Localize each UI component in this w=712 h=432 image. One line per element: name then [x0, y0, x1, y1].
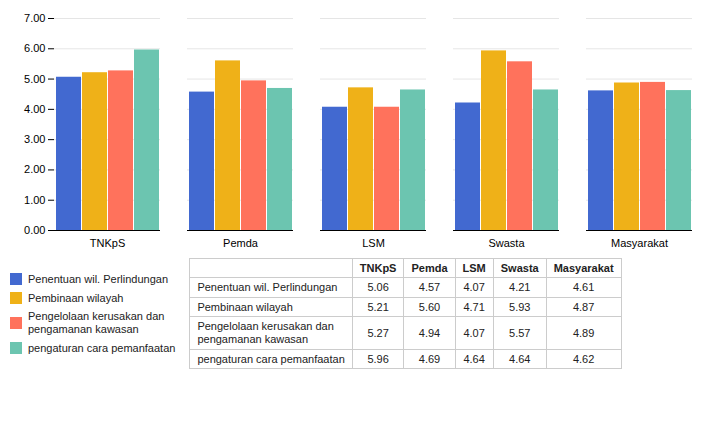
html-text:4.61: 4.61	[572, 281, 595, 294]
html-text:TNKpS: TNKpS	[359, 262, 397, 274]
html-text:Pengelolaan kerusakan dan peng: Pengelolaan kerusakan dan pengamanan kaw…	[28, 310, 165, 335]
html-text:Swasta: Swasta	[500, 262, 539, 274]
html-text:Pengelolaan kerusakan dan peng: Pengelolaan kerusakan dan pengamanan kaw…	[197, 320, 334, 345]
html-text:pengaturan cara pemanfaatan: pengaturan cara pemanfaatan	[28, 341, 176, 354]
html-text:4.89: 4.89	[572, 326, 595, 339]
html-text:4.07: 4.07	[463, 326, 485, 339]
html-text:Penentuan wil. Perlindungan: Penentuan wil. Perlindungan	[28, 273, 168, 285]
svg-text:Swasta: Swasta	[488, 237, 525, 249]
html-text:4.62: 4.62	[572, 352, 595, 365]
svg-text:6.00: 6.00	[24, 42, 45, 54]
html-text:5.06: 5.06	[367, 281, 389, 294]
html-text:5.96: 5.96	[367, 352, 389, 365]
svg-text:0.00: 0.00	[24, 224, 45, 236]
svg-text:2.00: 2.00	[24, 163, 45, 175]
svg-text:Masyarakat: Masyarakat	[611, 237, 668, 249]
html-text:4.71: 4.71	[463, 301, 485, 313]
html-text:5.93: 5.93	[509, 301, 531, 313]
html-text:4.94: 4.94	[418, 326, 441, 339]
html-text:4.64: 4.64	[463, 352, 485, 365]
svg-text:Pemda: Pemda	[223, 237, 259, 249]
html-text:Pembinaan wilayah: Pembinaan wilayah	[197, 300, 293, 313]
html-text:5.57: 5.57	[509, 326, 531, 339]
html-text:4.69: 4.69	[418, 352, 441, 365]
svg-text:3.00: 3.00	[24, 133, 45, 145]
html-text:4.87: 4.87	[572, 301, 595, 313]
html-text:pengaturan cara pemanfaatan: pengaturan cara pemanfaatan	[197, 352, 345, 365]
html-text:4.07: 4.07	[463, 281, 485, 294]
html-text:5.27: 5.27	[367, 326, 389, 339]
html-text:Masyarakat: Masyarakat	[553, 262, 614, 274]
svg-text:5.00: 5.00	[24, 73, 45, 85]
html-text:LSM: LSM	[462, 262, 486, 274]
svg-text:1.00: 1.00	[24, 194, 45, 206]
html-text:5.60: 5.60	[418, 301, 441, 313]
html-text:Pemda: Pemda	[411, 262, 448, 274]
html-text:4.57: 4.57	[418, 281, 441, 294]
html-text:Penentuan wil. Perlindungan: Penentuan wil. Perlindungan	[197, 281, 338, 293]
svg-text:7.00: 7.00	[24, 12, 45, 24]
html-text:Pembinaan wilayah: Pembinaan wilayah	[28, 291, 124, 304]
html-text:4.64: 4.64	[509, 352, 531, 365]
html-text:4.21: 4.21	[509, 281, 531, 294]
svg-text:4.00: 4.00	[24, 103, 45, 115]
html-text:5.21: 5.21	[367, 301, 389, 313]
svg-text:LSM: LSM	[362, 237, 385, 249]
svg-text:TNKpS: TNKpS	[90, 237, 125, 249]
